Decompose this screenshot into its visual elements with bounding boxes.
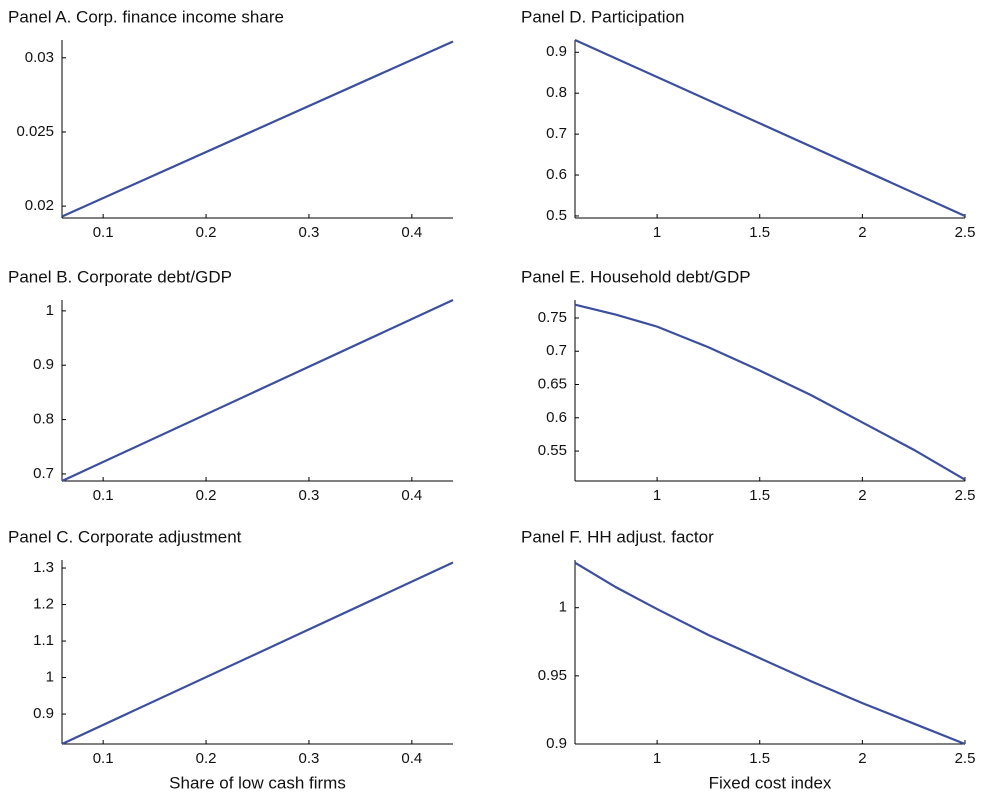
panel-title: Panel A. Corp. finance income share — [8, 7, 284, 26]
y-tick-label: 1.1 — [33, 632, 54, 649]
x-tick-label: 0.3 — [299, 224, 320, 241]
y-tick-label: 0.7 — [33, 465, 54, 482]
y-tick-label: 0.03 — [25, 49, 54, 66]
x-axis-label: Fixed cost index — [709, 773, 832, 792]
x-tick-label: 0.1 — [93, 224, 114, 241]
y-tick-label: 0.9 — [546, 735, 567, 752]
panel-title: Panel B. Corporate debt/GDP — [8, 267, 232, 286]
y-tick-label: 0.6 — [546, 166, 567, 183]
x-tick-label: 2.5 — [955, 487, 976, 504]
y-tick-label: 0.9 — [33, 705, 54, 722]
y-tick-label: 0.7 — [546, 342, 567, 359]
y-tick-label: 0.5 — [546, 207, 567, 224]
x-tick-label: 0.4 — [401, 224, 422, 241]
x-tick-label: 0.1 — [93, 487, 114, 504]
y-tick-label: 0.65 — [538, 375, 567, 392]
y-tick-label: 1 — [559, 599, 567, 616]
y-tick-label: 0.75 — [538, 309, 567, 326]
x-tick-label: 1 — [653, 487, 661, 504]
data-line — [61, 299, 454, 482]
x-tick-label: 0.2 — [196, 487, 217, 504]
y-tick-label: 0.55 — [538, 442, 567, 459]
panel-title: Panel E. Household debt/GDP — [521, 267, 751, 286]
y-tick-label: 1 — [46, 302, 54, 319]
x-tick-label: 2.5 — [955, 224, 976, 241]
panel-title: Panel D. Participation — [521, 7, 684, 26]
x-tick-label: 2 — [858, 487, 866, 504]
y-tick-label: 0.8 — [33, 411, 54, 428]
y-tick-label: 0.9 — [546, 43, 567, 60]
y-tick-label: 0.02 — [25, 197, 54, 214]
x-tick-label: 1.5 — [749, 750, 770, 767]
y-tick-label: 0.8 — [546, 84, 567, 101]
y-tick-label: 0.7 — [546, 125, 567, 142]
data-line — [574, 561, 966, 746]
data-line — [61, 561, 454, 745]
x-tick-label: 2.5 — [955, 750, 976, 767]
y-tick-label: 0.95 — [538, 667, 567, 684]
x-tick-label: 0.4 — [401, 487, 422, 504]
x-tick-label: 2 — [858, 750, 866, 767]
panel-title: Panel C. Corporate adjustment — [8, 527, 242, 546]
x-tick-label: 0.2 — [196, 750, 217, 767]
panel-title: Panel F. HH adjust. factor — [521, 527, 714, 546]
y-tick-label: 0.9 — [33, 356, 54, 373]
x-tick-label: 1.5 — [749, 224, 770, 241]
x-axis-label: Share of low cash firms — [169, 773, 346, 792]
x-tick-label: 0.1 — [93, 750, 114, 767]
x-tick-label: 1 — [653, 224, 661, 241]
y-tick-label: 0.6 — [546, 409, 567, 426]
data-line — [61, 40, 454, 218]
x-tick-label: 0.3 — [299, 487, 320, 504]
data-line — [574, 38, 966, 217]
x-tick-label: 2 — [858, 224, 866, 241]
y-tick-label: 1.3 — [33, 559, 54, 576]
x-tick-label: 1.5 — [749, 487, 770, 504]
x-tick-label: 0.4 — [401, 750, 422, 767]
x-tick-label: 1 — [653, 750, 661, 767]
x-tick-label: 0.3 — [299, 750, 320, 767]
x-tick-label: 0.2 — [196, 224, 217, 241]
y-tick-label: 0.025 — [16, 123, 54, 140]
data-line — [574, 303, 966, 481]
y-tick-label: 1.2 — [33, 596, 54, 613]
y-tick-label: 1 — [46, 669, 54, 686]
